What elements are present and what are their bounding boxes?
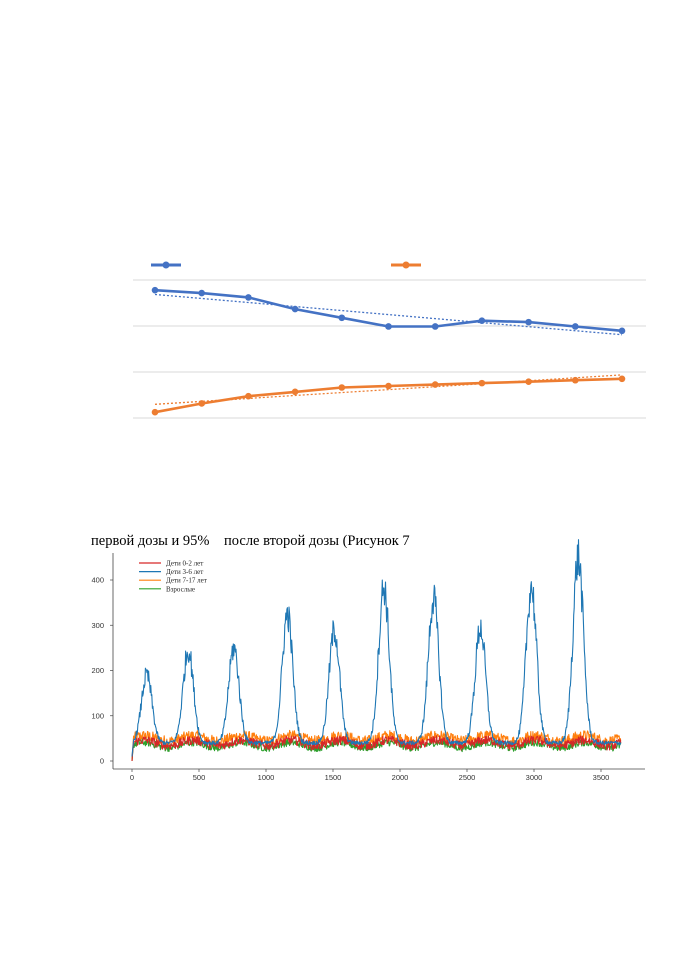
- data-point: [151, 286, 159, 294]
- data-point: [198, 289, 205, 297]
- x-tick-label: 1000: [258, 773, 275, 782]
- data-point: [245, 392, 252, 400]
- data-point: [525, 318, 532, 326]
- data-point: [618, 375, 626, 383]
- data-point: [525, 378, 532, 385]
- y-tick-label: 300: [91, 621, 104, 630]
- chart1-legend: [151, 261, 421, 269]
- data-point: [385, 323, 392, 330]
- series-line: [131, 738, 622, 762]
- data-point: [198, 400, 205, 407]
- legend-label: Дети 7-17 лет: [166, 577, 207, 585]
- data-point: [431, 381, 439, 388]
- trend-line-chart: [133, 261, 646, 419]
- data-point: [245, 294, 252, 301]
- data-point: [338, 384, 346, 391]
- x-tick-label: 500: [193, 773, 206, 782]
- legend-marker: [402, 261, 410, 269]
- chart1-series-points: [151, 286, 626, 416]
- legend-label: Дети 0-2 лет: [166, 560, 203, 568]
- chart2-axes: 0 100 200 300 400 0 500 1000 1500 2000 2500 3000 350…: [91, 553, 645, 782]
- y-tick-label: 0: [100, 757, 104, 766]
- y-tick-label: 400: [91, 576, 104, 585]
- x-tick-label: 0: [130, 773, 134, 782]
- data-point: [431, 323, 439, 330]
- chart2-series-lines: [131, 539, 622, 762]
- data-point: [291, 305, 299, 313]
- x-tick-label: 2500: [459, 773, 476, 782]
- y-tick-label: 100: [91, 711, 104, 720]
- data-point: [572, 376, 579, 384]
- series-line: [131, 539, 622, 757]
- data-point: [572, 323, 579, 330]
- legend-marker: [162, 261, 170, 269]
- legend-label: Взрослые: [166, 585, 195, 593]
- x-tick-label: 3500: [593, 773, 610, 782]
- y-tick-label: 200: [91, 666, 104, 675]
- data-point: [478, 379, 486, 387]
- x-tick-label: 2000: [392, 773, 409, 782]
- data-point: [618, 327, 626, 335]
- data-point: [385, 382, 392, 390]
- data-point: [478, 317, 486, 324]
- data-point: [338, 314, 346, 322]
- legend-label: Дети 3-6 лет: [166, 568, 203, 576]
- data-point: [291, 388, 299, 396]
- data-point: [151, 408, 159, 416]
- figure-caption-text: первой дозы и 95% после второй дозы (Рис…: [91, 533, 410, 549]
- x-tick-label: 3000: [526, 773, 543, 782]
- x-tick-label: 1500: [325, 773, 342, 782]
